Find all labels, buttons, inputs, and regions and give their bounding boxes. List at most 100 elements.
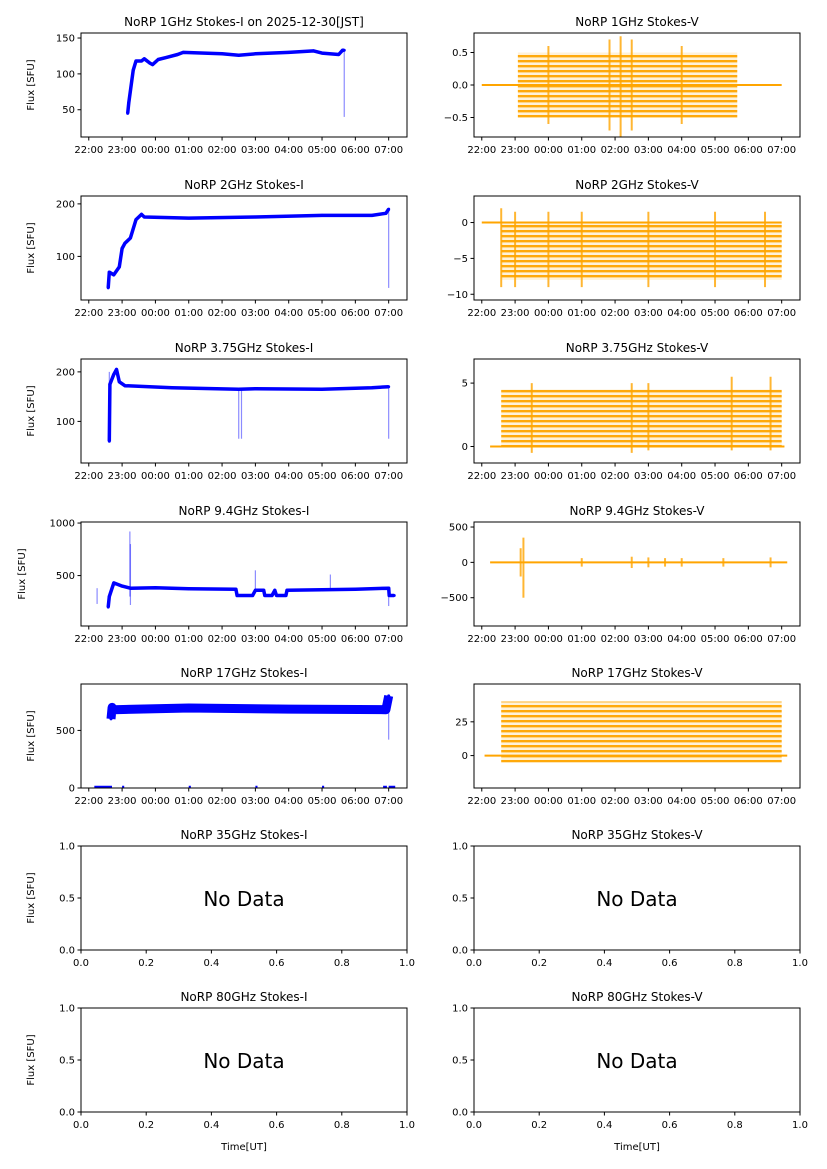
axes-frame: [80, 683, 408, 789]
subplot-9: 25 0 22:00 23:00 00:00 01:00 02:00 03:00 04:00 05…: [455, 666, 801, 807]
data-point: [140, 212, 144, 216]
x-tick-label: 03:00: [634, 145, 663, 156]
data-series-line: [106, 208, 391, 289]
x-tick-label: 00:00: [141, 145, 170, 156]
plot-area: [106, 207, 391, 290]
x-tick-label: 04:00: [667, 796, 696, 807]
data-point: [165, 55, 169, 59]
subplot-5: 5 0 22:00 23:00 00:00 01:00 02:00 03:00 04:00 05:…: [462, 341, 801, 482]
x-tick-label: 01:00: [567, 308, 596, 319]
y-tick-label: 100: [56, 417, 75, 428]
x-tick-label: 04:00: [667, 634, 696, 645]
x-tick-label: 03:00: [634, 634, 663, 645]
x-tick-label: 03:00: [634, 471, 663, 482]
y-tick-label: 200: [56, 199, 75, 210]
data-point: [342, 48, 346, 52]
x-tick-label: 0.0: [466, 1120, 482, 1131]
data-point: [106, 286, 110, 290]
x-tick-label: 0.8: [727, 958, 743, 969]
data-point: [287, 707, 291, 711]
x-tick-label: 00:00: [534, 471, 563, 482]
y-axis-label: Flux [SFU]: [26, 1034, 37, 1085]
y-tick-label: 0: [462, 218, 468, 229]
y-tick-label: −5: [453, 254, 468, 265]
data-point: [120, 584, 124, 588]
no-data-label: No Data: [203, 887, 284, 911]
y-tick-label: −500: [441, 593, 468, 604]
x-tick-label: 07:00: [374, 634, 403, 645]
x-tick-label: 23:00: [501, 471, 530, 482]
plot-area: [96, 531, 396, 609]
x-tick-label: 07:00: [767, 796, 796, 807]
x-tick-label: 00:00: [141, 796, 170, 807]
x-tick-label: 00:00: [534, 634, 563, 645]
data-point: [110, 705, 114, 709]
x-tick-label: 06:00: [734, 145, 763, 156]
x-tick-label: 06:00: [341, 796, 370, 807]
y-axis-label: Flux [SFU]: [26, 222, 37, 273]
x-tick-label: 0.2: [531, 1120, 547, 1131]
plot-area: [481, 208, 782, 288]
no-data-label: No Data: [203, 1049, 284, 1073]
x-tick-label: 1.0: [399, 1120, 415, 1131]
data-point: [134, 59, 138, 63]
x-tick-label: 06:00: [734, 308, 763, 319]
data-point: [251, 594, 255, 598]
x-tick-label: 03:00: [241, 308, 270, 319]
data-point: [112, 708, 116, 712]
data-point: [128, 586, 132, 590]
data-band: [501, 389, 782, 447]
x-tick-label: 03:00: [241, 145, 270, 156]
plot-area: [107, 367, 391, 443]
x-tick-label: 01:00: [567, 796, 596, 807]
x-tick-label: 04:00: [667, 308, 696, 319]
data-point: [387, 594, 391, 598]
data-point: [384, 708, 388, 712]
x-tick-label: 23:00: [108, 145, 137, 156]
data-point: [262, 588, 266, 592]
x-tick-label: 23:00: [108, 634, 137, 645]
x-tick-label: 0.6: [269, 1120, 285, 1131]
x-tick-label: 22:00: [74, 471, 103, 482]
data-point: [123, 241, 127, 245]
data-point: [170, 386, 174, 390]
data-point: [320, 213, 324, 217]
x-tick-label: 22:00: [467, 634, 496, 645]
y-tick-label: 0: [462, 442, 468, 453]
data-point: [112, 581, 116, 585]
data-point: [370, 213, 374, 217]
y-tick-label: 0.5: [452, 894, 468, 905]
x-tick-label: 0.4: [596, 958, 612, 969]
subplot-title: NoRP 3.75GHz Stokes-I: [175, 341, 314, 355]
data-point: [392, 594, 396, 598]
x-tick-label: 06:00: [341, 634, 370, 645]
y-axis-label: Flux [SFU]: [17, 548, 28, 599]
y-tick-label: 0.0: [59, 946, 75, 957]
x-tick-label: 03:00: [241, 796, 270, 807]
y-tick-label: 1.0: [59, 842, 75, 853]
subplot-10: 0.0 0.5 1.0 0.0 0.2 0.4 0.6 0.8 1.0 No Data NoRP 3…: [26, 828, 415, 969]
x-tick-label: 04:00: [667, 471, 696, 482]
subplot-11: 0.0 0.5 1.0 0.0 0.2 0.4 0.6 0.8 1.0 No Data NoRP 3…: [452, 828, 808, 969]
data-point: [384, 211, 388, 215]
y-tick-label: 50: [62, 105, 75, 116]
axes-frame: [473, 521, 801, 627]
data-point: [148, 61, 152, 65]
subplot-6: 500 1000 22:00 23:00 00:00 01:00 02:00 03:00 04:…: [17, 504, 408, 645]
y-tick-label: 0: [462, 558, 468, 569]
data-point: [285, 588, 289, 592]
data-point: [237, 53, 241, 57]
data-point: [387, 385, 391, 389]
data-point: [187, 587, 191, 591]
y-tick-label: 0.5: [59, 1056, 75, 1067]
x-tick-label: 0.2: [138, 958, 154, 969]
x-tick-label: 06:00: [341, 145, 370, 156]
x-tick-label: 04:00: [667, 145, 696, 156]
x-tick-label: 0.0: [73, 1120, 89, 1131]
x-tick-label: 05:00: [701, 471, 730, 482]
x-tick-label: 02:00: [601, 471, 630, 482]
data-point: [387, 207, 391, 211]
x-axis-label: Time[UT]: [613, 1142, 660, 1153]
data-point: [274, 594, 278, 598]
subplot-title: NoRP 2GHz Stokes-I: [184, 178, 303, 192]
